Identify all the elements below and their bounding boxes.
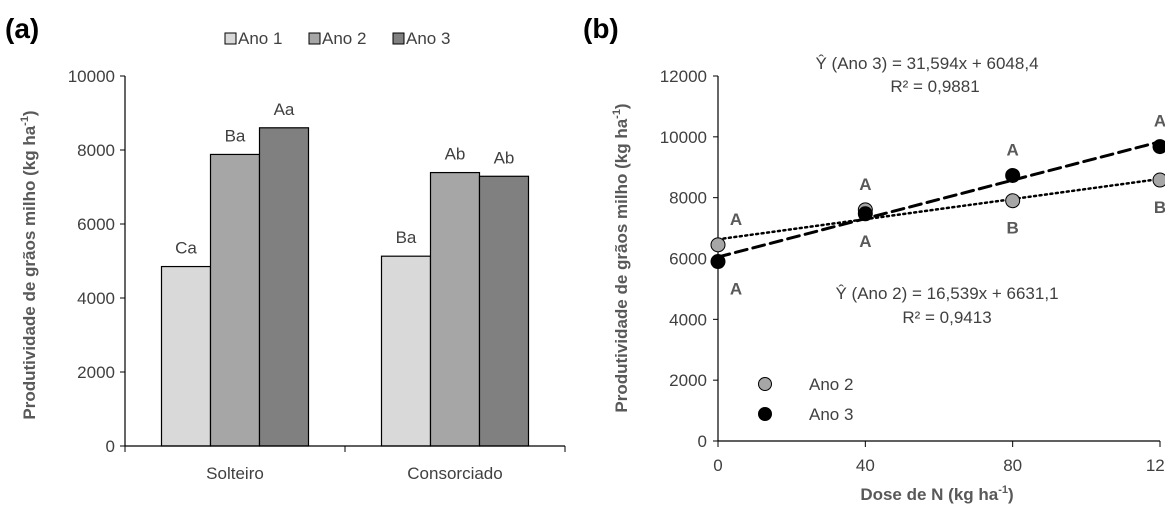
point-ano-2 [1005, 193, 1021, 209]
legend-label-ano-3-b: Ano 3 [809, 405, 853, 424]
panel-b-axes [717, 76, 1160, 442]
bar-consorciado-ano-2 [429, 171, 481, 447]
x-tick-label: 120 [1146, 456, 1165, 475]
point-label-ano-3: A [730, 280, 742, 299]
point-label-ano-3: A [859, 232, 871, 251]
category-label-solteiro: Solteiro [206, 464, 264, 483]
y-tick-label: 8000 [77, 141, 115, 160]
y-tick-label: 10000 [660, 128, 707, 147]
bar-solteiro-ano-2 [209, 153, 261, 447]
legend-marker-ano-2 [758, 377, 772, 391]
legend-label-ano-3: Ano 3 [406, 29, 450, 48]
panel-b-label: (b) [583, 13, 619, 44]
bar-label: Ca [175, 239, 197, 258]
y-tick-label: 10000 [68, 67, 115, 86]
y-tick-label: 0 [698, 432, 707, 451]
panel-b-y-axis-title: Produtividade de grãos milho (kg ha-1) [611, 103, 631, 412]
bar-label: Ba [396, 228, 417, 247]
panel-a: (a) Ano 1 Ano 2 Ano 3 Produtividade de g… [5, 13, 566, 483]
panel-b-legend: Ano 2 Ano 3 [758, 375, 853, 424]
legend-label-ano-2: Ano 2 [322, 29, 366, 48]
y-tick-label: 4000 [77, 289, 115, 308]
point-label-ano-3: A [1154, 112, 1165, 131]
x-tick-label: 0 [713, 456, 722, 475]
point-ano-3 [710, 254, 726, 270]
x-tick-label: 40 [856, 456, 875, 475]
point-ano-3 [857, 206, 873, 222]
equation-ano-2: Ŷ (Ano 2) = 16,539x + 6631,1 [835, 284, 1058, 303]
y-tick-label: 2000 [669, 371, 707, 390]
legend-swatch-ano-3 [392, 32, 405, 45]
bar-solteiro-ano-1 [160, 265, 212, 447]
point-label-ano-2: A [859, 175, 871, 194]
panel-b-points [710, 139, 1165, 270]
panel-a-label: (a) [5, 13, 39, 44]
panel-a-y-ticks: 0 2000 4000 6000 8000 10000 [68, 67, 125, 456]
legend-marker-ano-3 [758, 407, 772, 421]
y-tick-label: 6000 [669, 250, 707, 269]
point-label-ano-2: A [730, 210, 742, 229]
point-ano-2 [710, 237, 726, 253]
y-tick-label: 12000 [660, 67, 707, 86]
panel-a-legend: Ano 1 Ano 2 Ano 3 [224, 29, 450, 48]
legend-swatch-ano-1 [224, 32, 237, 45]
panel-a-category-labels: Solteiro Consorciado [206, 464, 503, 483]
panel-a-axes [124, 76, 566, 452]
panel-b-y-ticks: 0 2000 4000 6000 8000 10000 12000 [660, 67, 718, 451]
point-label-ano-2: B [1007, 219, 1019, 238]
panel-b-x-ticks: 0 40 80 120 [713, 441, 1165, 475]
point-ano-3 [1005, 167, 1021, 183]
r2-ano-3: R² = 0,9881 [890, 77, 979, 96]
point-ano-2 [1152, 172, 1165, 188]
point-ano-3 [1152, 139, 1165, 155]
y-tick-label: 4000 [669, 310, 707, 329]
bar-label: Ab [494, 148, 515, 167]
trend-line-ano-3 [716, 140, 1162, 259]
r2-ano-2: R² = 0,9413 [902, 308, 991, 327]
panel-a-bars: Ca Ba Aa Ba Ab Ab [160, 100, 530, 447]
bar-label: Aa [274, 100, 295, 119]
panel-a-y-axis-title: Produtividade de grãos milho (kg ha-1) [19, 110, 39, 419]
equation-ano-3: Ŷ (Ano 3) = 31,594x + 6048,4 [815, 54, 1038, 73]
y-tick-label: 6000 [77, 215, 115, 234]
trend-line-ano-2 [716, 177, 1162, 241]
panel-b-point-labels: A A B B A A A A [730, 112, 1165, 299]
panel-b-x-axis-title: Dose de N (kg ha-1) [860, 484, 1013, 504]
point-label-ano-2: B [1154, 198, 1165, 217]
x-tick-label: 80 [1003, 456, 1022, 475]
bar-label: Ba [225, 126, 246, 145]
y-tick-label: 0 [106, 437, 115, 456]
category-label-consorciado: Consorciado [407, 464, 502, 483]
legend-swatch-ano-2 [308, 32, 321, 45]
legend-label-ano-2-b: Ano 2 [809, 375, 853, 394]
panel-b: (b) Produtividade de grãos milho (kg ha-… [583, 13, 1165, 504]
y-tick-label: 2000 [77, 363, 115, 382]
bar-solteiro-ano-3 [258, 127, 310, 447]
panel-b-trend-lines [716, 140, 1162, 259]
bar-consorciado-ano-1 [380, 255, 432, 447]
y-tick-label: 8000 [669, 189, 707, 208]
bar-consorciado-ano-3 [478, 175, 530, 447]
point-label-ano-3: A [1007, 140, 1019, 159]
bar-label: Ab [445, 145, 466, 164]
legend-label-ano-1: Ano 1 [238, 29, 282, 48]
